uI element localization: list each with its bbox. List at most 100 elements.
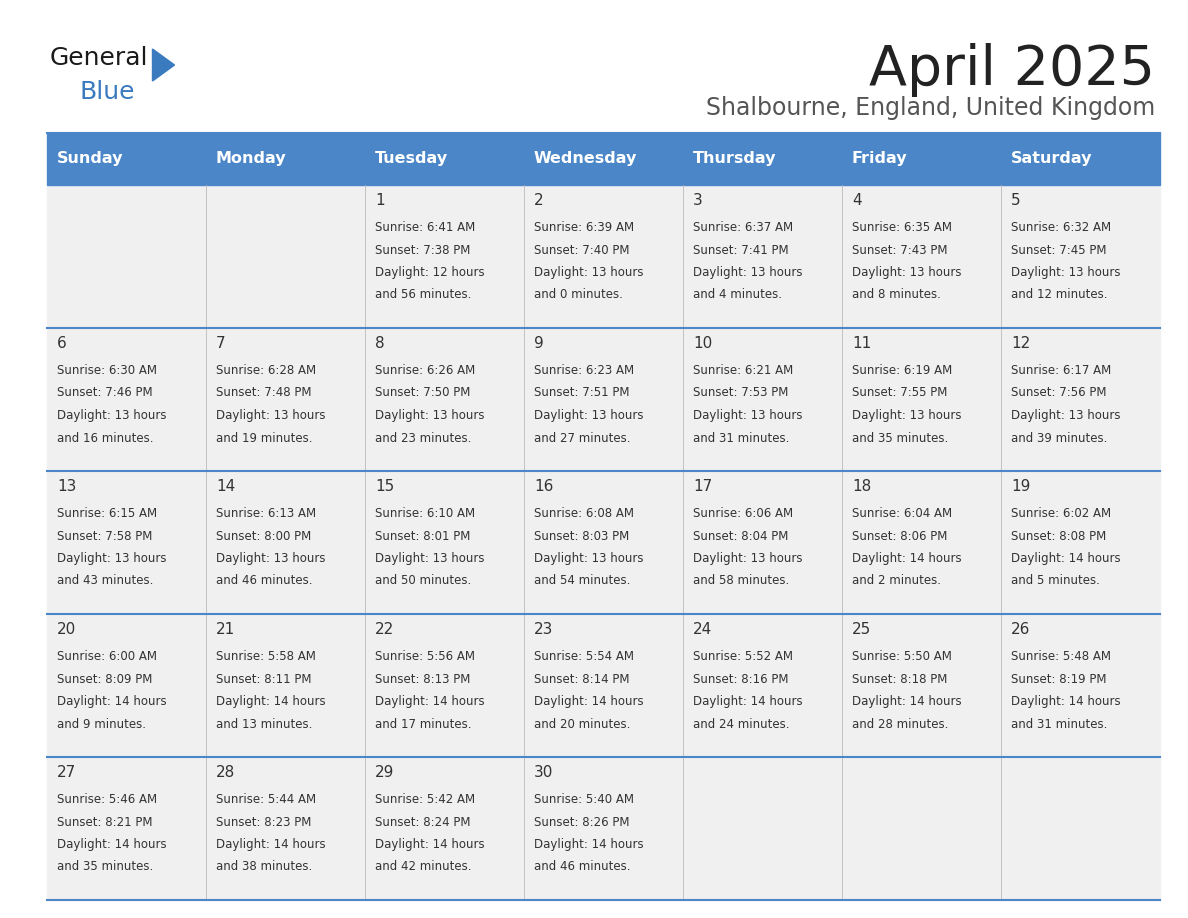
Bar [365, 471, 524, 614]
Text: Daylight: 13 hours: Daylight: 13 hours [852, 409, 961, 422]
Text: and 23 minutes.: and 23 minutes. [375, 431, 472, 444]
Bar [842, 328, 1001, 471]
Text: Sunrise: 5:58 AM: Sunrise: 5:58 AM [216, 650, 316, 663]
Text: and 5 minutes.: and 5 minutes. [1011, 575, 1100, 588]
Text: Sunset: 7:40 PM: Sunset: 7:40 PM [533, 243, 630, 256]
Text: and 8 minutes.: and 8 minutes. [852, 288, 941, 301]
Text: Sunset: 8:24 PM: Sunset: 8:24 PM [375, 815, 470, 829]
Bar [683, 471, 842, 614]
Bar [524, 185, 683, 328]
Text: Blue: Blue [80, 80, 135, 104]
Text: Sunrise: 6:30 AM: Sunrise: 6:30 AM [57, 364, 157, 377]
Bar [365, 185, 524, 328]
Text: Daylight: 13 hours: Daylight: 13 hours [57, 409, 166, 422]
Bar [1001, 757, 1159, 900]
Text: Sunset: 8:26 PM: Sunset: 8:26 PM [533, 815, 630, 829]
Text: 30: 30 [533, 765, 554, 780]
Text: Daylight: 14 hours: Daylight: 14 hours [1011, 695, 1120, 708]
Text: 6: 6 [57, 336, 67, 351]
Text: Sunrise: 6:21 AM: Sunrise: 6:21 AM [693, 364, 794, 377]
Text: Daylight: 13 hours: Daylight: 13 hours [533, 266, 644, 279]
Text: Saturday: Saturday [1011, 151, 1093, 166]
Text: 22: 22 [375, 622, 394, 637]
Text: Daylight: 13 hours: Daylight: 13 hours [1011, 409, 1120, 422]
Text: Sunset: 8:04 PM: Sunset: 8:04 PM [693, 530, 789, 543]
Text: 26: 26 [1011, 622, 1030, 637]
Bar [1001, 328, 1159, 471]
Bar [1001, 185, 1159, 328]
Text: 12: 12 [1011, 336, 1030, 351]
Text: 7: 7 [216, 336, 226, 351]
Text: and 38 minutes.: and 38 minutes. [216, 860, 312, 874]
Bar [365, 757, 524, 900]
Text: and 20 minutes.: and 20 minutes. [533, 718, 631, 731]
Text: 28: 28 [216, 765, 235, 780]
Bar [842, 185, 1001, 328]
Text: Sunset: 8:13 PM: Sunset: 8:13 PM [375, 673, 470, 686]
Bar [683, 185, 842, 328]
Text: Sunset: 7:46 PM: Sunset: 7:46 PM [57, 386, 152, 399]
Text: 23: 23 [533, 622, 554, 637]
Text: Sunrise: 5:54 AM: Sunrise: 5:54 AM [533, 650, 634, 663]
Polygon shape [152, 49, 175, 81]
Text: Sunrise: 6:26 AM: Sunrise: 6:26 AM [375, 364, 475, 377]
Text: Sunrise: 5:46 AM: Sunrise: 5:46 AM [57, 793, 157, 806]
Text: Daylight: 14 hours: Daylight: 14 hours [693, 695, 803, 708]
Bar [48, 133, 1159, 185]
Text: Sunset: 8:00 PM: Sunset: 8:00 PM [216, 530, 311, 543]
Text: Sunset: 7:55 PM: Sunset: 7:55 PM [852, 386, 947, 399]
Text: Sunset: 8:11 PM: Sunset: 8:11 PM [216, 673, 311, 686]
Text: Sunrise: 6:32 AM: Sunrise: 6:32 AM [1011, 221, 1111, 234]
Text: Sunset: 7:53 PM: Sunset: 7:53 PM [693, 386, 789, 399]
Bar [683, 757, 842, 900]
Text: April 2025: April 2025 [868, 43, 1155, 97]
Text: Daylight: 14 hours: Daylight: 14 hours [533, 838, 644, 851]
Bar [206, 614, 365, 757]
Bar [48, 614, 206, 757]
Text: 19: 19 [1011, 479, 1030, 494]
Text: 21: 21 [216, 622, 235, 637]
Text: Sunset: 8:18 PM: Sunset: 8:18 PM [852, 673, 947, 686]
Bar [524, 471, 683, 614]
Text: Daylight: 13 hours: Daylight: 13 hours [693, 552, 803, 565]
Text: and 4 minutes.: and 4 minutes. [693, 288, 782, 301]
Text: Daylight: 13 hours: Daylight: 13 hours [1011, 266, 1120, 279]
Text: Thursday: Thursday [693, 151, 777, 166]
Bar [524, 614, 683, 757]
Text: Sunset: 7:50 PM: Sunset: 7:50 PM [375, 386, 470, 399]
Text: 15: 15 [375, 479, 394, 494]
Text: Sunset: 7:43 PM: Sunset: 7:43 PM [852, 243, 948, 256]
Text: Daylight: 13 hours: Daylight: 13 hours [533, 409, 644, 422]
Text: Sunset: 8:23 PM: Sunset: 8:23 PM [216, 815, 311, 829]
Text: Friday: Friday [852, 151, 908, 166]
Text: and 43 minutes.: and 43 minutes. [57, 575, 153, 588]
Text: Daylight: 14 hours: Daylight: 14 hours [216, 838, 326, 851]
Text: Sunset: 7:41 PM: Sunset: 7:41 PM [693, 243, 789, 256]
Text: Sunrise: 5:44 AM: Sunrise: 5:44 AM [216, 793, 316, 806]
Text: and 56 minutes.: and 56 minutes. [375, 288, 472, 301]
Text: Wednesday: Wednesday [533, 151, 638, 166]
Text: Tuesday: Tuesday [375, 151, 448, 166]
Text: Monday: Monday [216, 151, 286, 166]
Text: Sunset: 8:16 PM: Sunset: 8:16 PM [693, 673, 789, 686]
Text: 11: 11 [852, 336, 871, 351]
Text: Sunset: 8:21 PM: Sunset: 8:21 PM [57, 815, 152, 829]
Text: 17: 17 [693, 479, 713, 494]
Text: 27: 27 [57, 765, 76, 780]
Text: 10: 10 [693, 336, 713, 351]
Text: Daylight: 13 hours: Daylight: 13 hours [375, 409, 485, 422]
Bar [842, 471, 1001, 614]
Text: 14: 14 [216, 479, 235, 494]
Text: 3: 3 [693, 193, 703, 208]
Text: Sunset: 8:03 PM: Sunset: 8:03 PM [533, 530, 630, 543]
Text: 4: 4 [852, 193, 861, 208]
Text: Daylight: 13 hours: Daylight: 13 hours [216, 409, 326, 422]
Text: and 19 minutes.: and 19 minutes. [216, 431, 312, 444]
Bar [48, 185, 206, 328]
Text: Daylight: 13 hours: Daylight: 13 hours [216, 552, 326, 565]
Text: 25: 25 [852, 622, 871, 637]
Text: 13: 13 [57, 479, 76, 494]
Text: Daylight: 14 hours: Daylight: 14 hours [852, 695, 961, 708]
Text: Daylight: 14 hours: Daylight: 14 hours [852, 552, 961, 565]
Text: and 35 minutes.: and 35 minutes. [852, 431, 948, 444]
